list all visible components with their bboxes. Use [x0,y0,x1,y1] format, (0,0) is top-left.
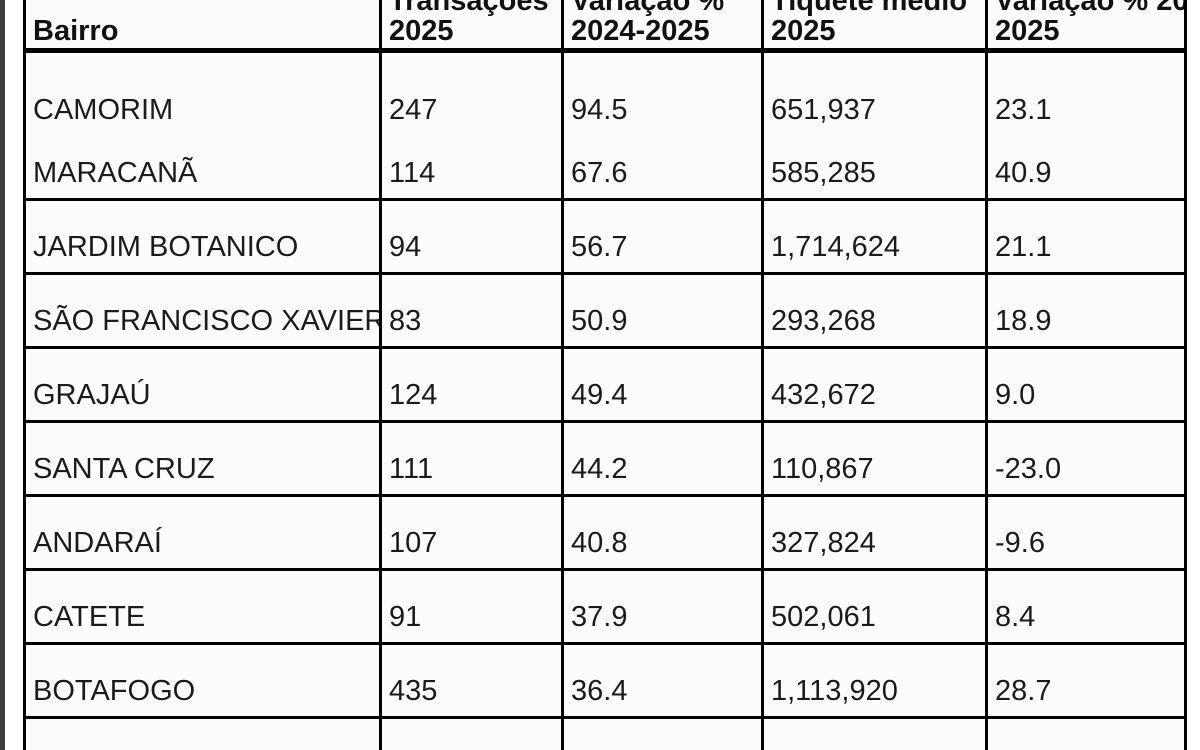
cell-bairro: GRAJAÚ [26,349,379,420]
cell-variacao: 50.9 [564,275,761,346]
table-grid: Bairro Transações 2025 Variação % 2024-2… [23,0,1187,750]
cell-variacao: 37.9 [564,571,761,642]
cell-transacoes: 435 [382,645,561,716]
cell-bairro: JARDIM BOTANICO [26,201,379,272]
cell-variacao-tiquete: -9.6 [988,497,1184,568]
header-transacoes-2025: Transações 2025 [382,0,561,48]
cell-transacoes: 94 [382,201,561,272]
header-variacao-2024-2025-ticket: Variação % 2024 2025 [988,0,1184,48]
cell-transacoes: 107 [382,497,561,568]
cell-variacao-tiquete: 9.0 [988,349,1184,420]
cell-bairro: CAMORIM [26,53,379,135]
cell-variacao-tiquete: 40.9 [988,127,1184,198]
header-tiquete-line1: Tiquete médio [771,0,968,17]
header-tiquete-medio-2025: Tiquete médio 2025 [764,0,985,48]
header-bairro-label: Bairro [33,15,119,47]
cell-variacao: 36.4 [564,645,761,716]
cell-variacao-tiquete: 8.4 [988,571,1184,642]
cell-variacao: 44.2 [564,423,761,494]
cell-tiquete-empty [764,719,985,750]
cell-tiquete: 1,714,624 [764,201,985,272]
cell-tiquete: 502,061 [764,571,985,642]
header-variacao-2024-2025: Variação % 2024-2025 [564,0,761,48]
cell-variacao: 40.8 [564,497,761,568]
cell-variacao: 94.5 [564,53,761,135]
cell-variacao-tiquete: -23.0 [988,423,1184,494]
header-tiquete-line2: 2025 [771,15,836,47]
header-variacao2-line1: Variação % 2024 [995,0,1184,17]
header-bairro: Bairro [26,0,379,48]
cell-bairro: BOTAFOGO [26,645,379,716]
header-transacoes-line1: Transações [389,0,549,17]
header-variacao-line1: Variação % [571,0,725,17]
cell-tiquete: 327,824 [764,497,985,568]
cell-bairro: CATETE [26,571,379,642]
cell-variacao-tiquete: 21.1 [988,201,1184,272]
cell-variacao: 49.4 [564,349,761,420]
cell-transacoes: 114 [382,127,561,198]
cell-tiquete: 110,867 [764,423,985,494]
header-transacoes-line2: 2025 [389,15,454,47]
cell-transacoes: 83 [382,275,561,346]
cell-tiquete: 1,113,920 [764,645,985,716]
cell-tiquete: 585,285 [764,127,985,198]
cell-variacao: 56.7 [564,201,761,272]
cell-bairro: SANTA CRUZ [26,423,379,494]
cell-bairro-empty [26,719,379,750]
cell-variacao: 67.6 [564,127,761,198]
cell-tiquete: 651,937 [764,53,985,135]
cell-transacoes: 111 [382,423,561,494]
cell-transacoes: 124 [382,349,561,420]
header-variacao-line2: 2024-2025 [571,15,710,47]
cell-variacao-tiquete: 28.7 [988,645,1184,716]
cell-tiquete: 432,672 [764,349,985,420]
window-edge-strip [0,0,5,750]
cell-variacao-tiquete: 18.9 [988,275,1184,346]
cell-variacao-tiquete-empty [988,719,1184,750]
cell-transacoes-empty [382,719,561,750]
cell-bairro: SÃO FRANCISCO XAVIER [26,275,379,346]
cell-tiquete: 293,268 [764,275,985,346]
cell-variacao-tiquete: 23.1 [988,53,1184,135]
cell-bairro: MARACANÃ [26,127,379,198]
header-variacao2-line2: 2025 [995,15,1060,47]
neighborhood-transactions-table: Bairro Transações 2025 Variação % 2024-2… [23,0,1187,750]
cell-variacao-empty [564,719,761,750]
cell-transacoes: 91 [382,571,561,642]
cell-bairro: ANDARAÍ [26,497,379,568]
cell-transacoes: 247 [382,53,561,135]
